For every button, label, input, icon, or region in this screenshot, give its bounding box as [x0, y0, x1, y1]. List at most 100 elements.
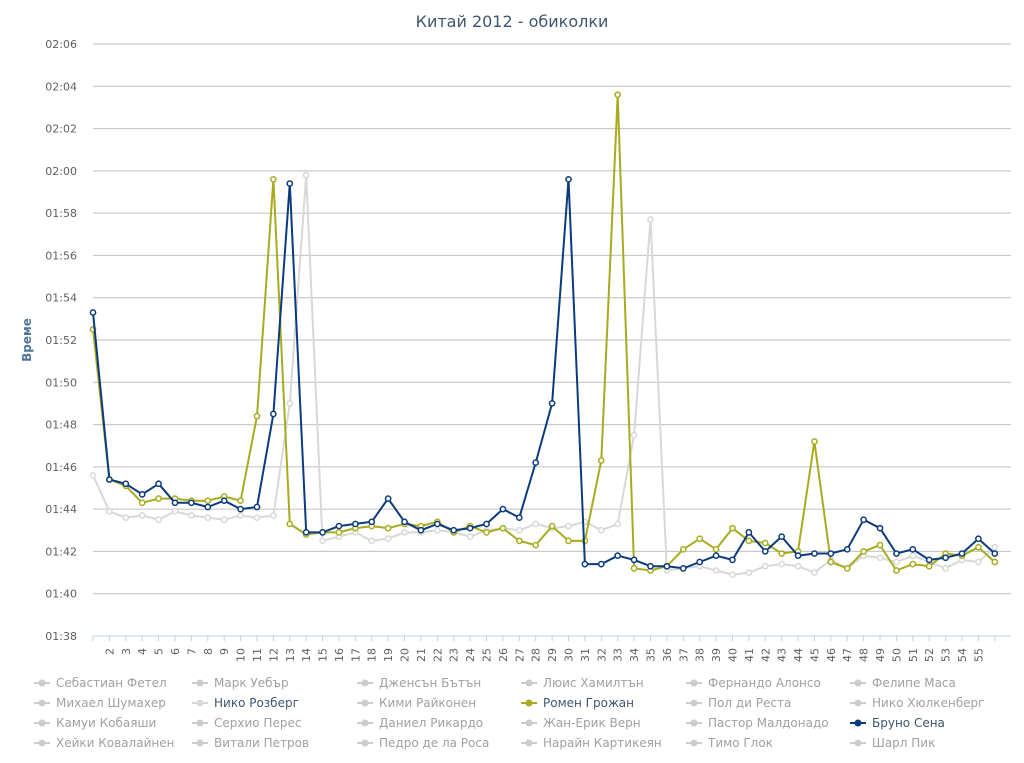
data-point[interactable]	[614, 91, 622, 99]
data-point[interactable]	[843, 564, 851, 572]
data-point[interactable]	[384, 535, 392, 543]
data-point[interactable]	[778, 560, 785, 568]
data-point[interactable]	[876, 524, 884, 532]
data-point[interactable]	[253, 514, 261, 521]
legend-item[interactable]: Жан-Ерик Верн	[521, 716, 641, 730]
data-point[interactable]	[745, 537, 753, 545]
data-point[interactable]	[319, 529, 326, 536]
legend-item[interactable]: Себастиан Фетел	[34, 676, 167, 690]
data-point[interactable]	[106, 507, 113, 515]
data-point[interactable]	[778, 533, 785, 540]
data-point[interactable]	[679, 545, 687, 553]
data-point[interactable]	[597, 526, 605, 534]
data-point[interactable]	[220, 497, 228, 505]
data-point[interactable]	[499, 505, 507, 513]
data-point[interactable]	[155, 495, 162, 502]
data-point[interactable]	[204, 497, 212, 505]
data-point[interactable]	[909, 560, 917, 568]
data-point[interactable]	[188, 512, 195, 519]
data-point[interactable]	[761, 548, 769, 555]
data-point[interactable]	[909, 552, 917, 560]
data-point[interactable]	[696, 558, 704, 566]
legend-item[interactable]: Михаел Шумахер	[34, 696, 166, 710]
legend-item[interactable]: Даниел Рикардо	[357, 716, 483, 730]
data-point[interactable]	[565, 537, 572, 545]
data-point[interactable]	[712, 545, 720, 553]
data-point[interactable]	[811, 438, 818, 445]
data-point[interactable]	[712, 552, 720, 560]
data-point[interactable]	[991, 543, 999, 551]
legend-item[interactable]: Кими Райконен	[357, 696, 476, 710]
data-point[interactable]	[515, 526, 523, 534]
data-point[interactable]	[483, 529, 490, 536]
data-point[interactable]	[975, 558, 982, 566]
data-point[interactable]	[647, 216, 654, 223]
data-point[interactable]	[893, 558, 900, 566]
legend-item[interactable]: Тимо Глок	[686, 736, 773, 750]
data-point[interactable]	[761, 539, 769, 547]
legend-item[interactable]: Витали Петров	[192, 736, 309, 750]
legend-item[interactable]: Педро де ла Роса	[357, 736, 489, 750]
data-point[interactable]	[794, 562, 802, 570]
data-point[interactable]	[663, 562, 671, 570]
data-point[interactable]	[433, 526, 441, 534]
legend-item[interactable]: Нико Розберг	[192, 696, 299, 710]
data-point[interactable]	[614, 520, 622, 528]
data-point[interactable]	[942, 554, 949, 562]
data-point[interactable]	[729, 571, 736, 579]
data-point[interactable]	[893, 550, 900, 557]
data-point[interactable]	[515, 514, 523, 521]
data-point[interactable]	[499, 524, 507, 532]
data-point[interactable]	[270, 512, 277, 519]
data-point[interactable]	[811, 550, 818, 557]
data-point[interactable]	[237, 497, 244, 505]
data-point[interactable]	[876, 554, 884, 562]
data-point[interactable]	[909, 545, 917, 553]
legend-item[interactable]: Нико Хюлкенберг	[850, 696, 984, 710]
data-point[interactable]	[548, 522, 556, 530]
data-point[interactable]	[991, 550, 999, 557]
data-point[interactable]	[975, 543, 982, 551]
data-point[interactable]	[876, 541, 884, 549]
data-point[interactable]	[532, 459, 540, 466]
legend-item[interactable]: Люис Хамилтън	[521, 676, 644, 690]
data-point[interactable]	[843, 545, 851, 553]
data-point[interactable]	[286, 520, 294, 528]
data-point[interactable]	[532, 520, 540, 528]
data-point[interactable]	[466, 524, 474, 532]
data-point[interactable]	[761, 562, 769, 570]
legend-item[interactable]: Шарл Пик	[850, 736, 935, 750]
data-point[interactable]	[286, 400, 294, 407]
data-point[interactable]	[466, 533, 474, 540]
data-point[interactable]	[827, 550, 835, 557]
data-point[interactable]	[171, 499, 179, 507]
legend-item[interactable]: Пастор Малдонадо	[686, 716, 829, 730]
data-point[interactable]	[647, 562, 654, 570]
legend-item[interactable]: Хейки Ковалайнен	[34, 736, 174, 750]
data-point[interactable]	[745, 529, 753, 536]
data-point[interactable]	[975, 535, 982, 543]
data-point[interactable]	[122, 514, 130, 521]
data-point[interactable]	[270, 410, 277, 418]
data-point[interactable]	[417, 526, 425, 534]
data-point[interactable]	[401, 518, 408, 526]
data-point[interactable]	[925, 556, 933, 564]
data-point[interactable]	[253, 503, 261, 511]
data-point[interactable]	[729, 556, 736, 564]
data-point[interactable]	[581, 560, 589, 568]
data-point[interactable]	[302, 529, 310, 536]
data-point[interactable]	[368, 518, 376, 526]
data-point[interactable]	[204, 514, 212, 521]
data-point[interactable]	[483, 520, 490, 528]
data-point[interactable]	[89, 309, 97, 316]
data-point[interactable]	[565, 522, 572, 530]
data-point[interactable]	[270, 175, 277, 183]
data-point[interactable]	[860, 548, 867, 555]
data-point[interactable]	[138, 512, 146, 519]
data-point[interactable]	[745, 569, 753, 576]
data-point[interactable]	[368, 537, 376, 545]
data-point[interactable]	[155, 480, 162, 488]
data-point[interactable]	[597, 560, 605, 568]
data-point[interactable]	[351, 520, 359, 528]
data-point[interactable]	[220, 516, 228, 524]
